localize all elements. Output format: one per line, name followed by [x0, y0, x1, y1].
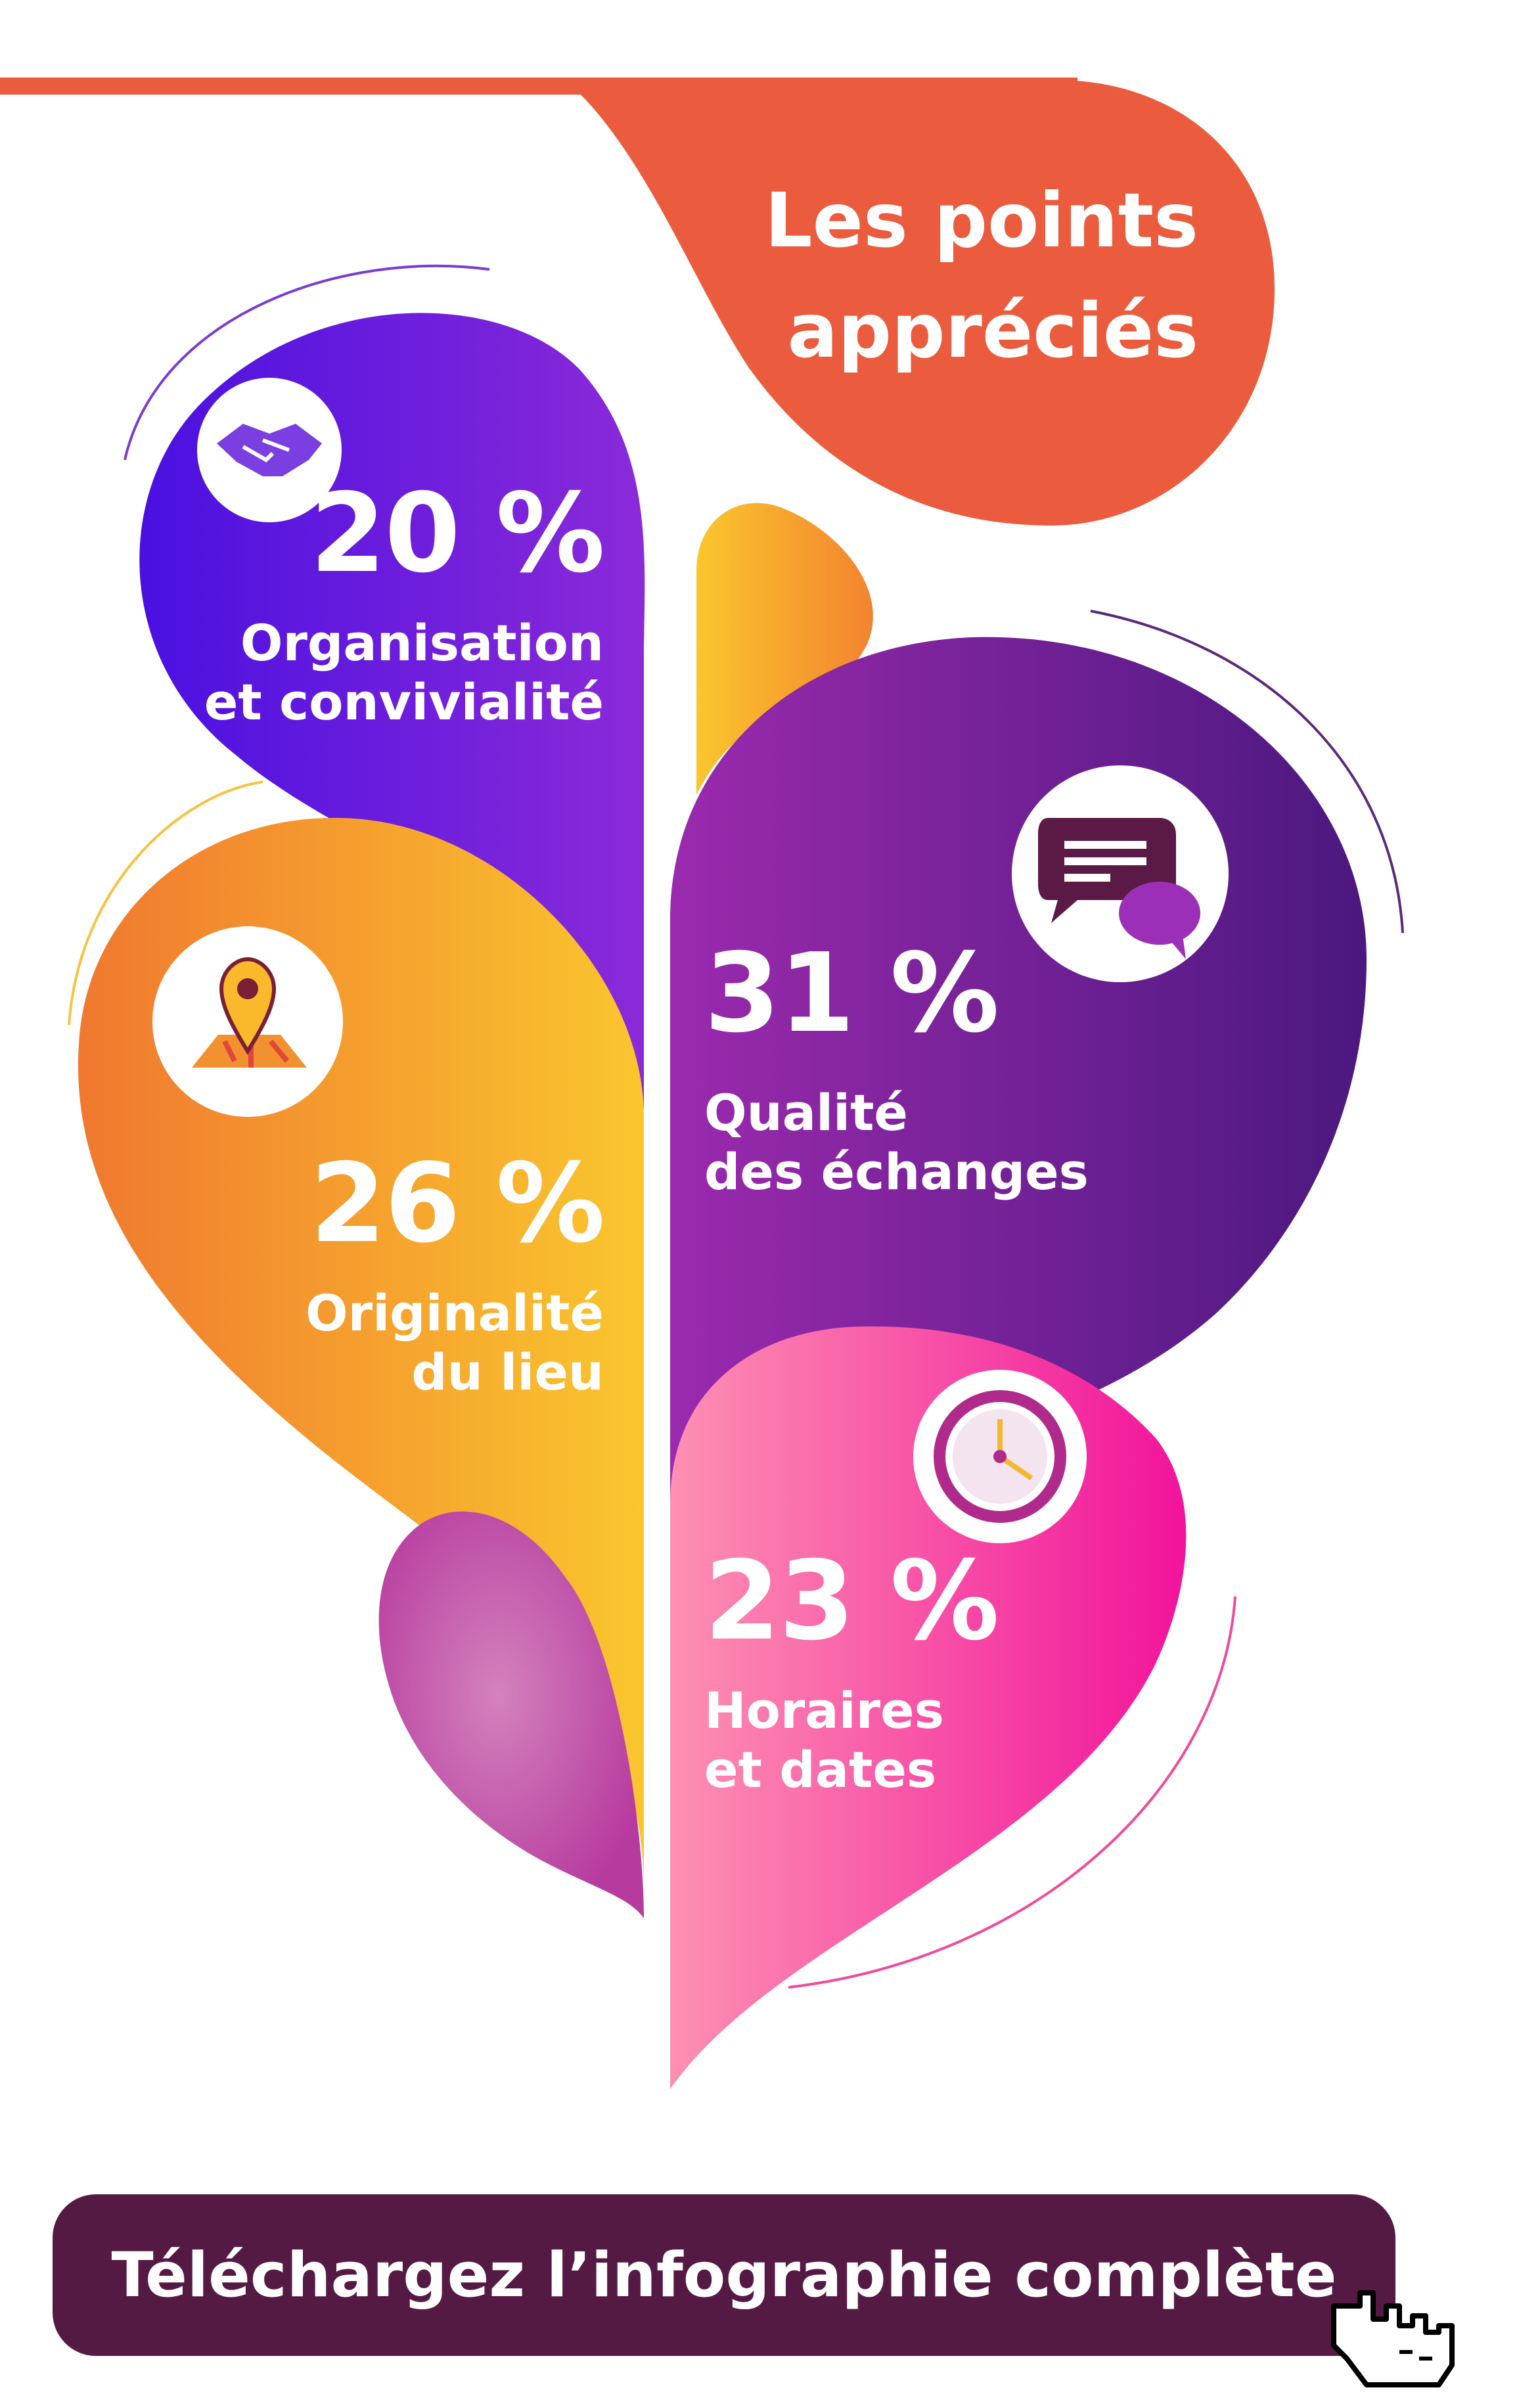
handshake-icon	[197, 378, 342, 522]
stat-label-26-line-2: du lieu	[411, 1343, 604, 1401]
chat-bubbles-icon	[1012, 765, 1229, 982]
clock-icon	[913, 1370, 1087, 1543]
pointer-hand-icon	[1331, 2290, 1455, 2387]
title-line-1: Les points	[764, 177, 1198, 264]
stat-label-23-line-1: Horaires	[704, 1681, 944, 1740]
stat-value-26: 26 %	[309, 1141, 605, 1267]
stat-value-23: 23 %	[704, 1538, 999, 1665]
download-infographic-button[interactable]: Téléchargez l’infographie complète	[53, 2194, 1395, 2356]
title-line-2: appréciés	[787, 287, 1199, 374]
stat-label-20-line-2: et convivialité	[204, 673, 604, 731]
stat-label-31-line-2: des échanges	[704, 1142, 1089, 1201]
stat-value-20: 20 %	[309, 470, 605, 597]
stat-label-20-line-1: Organisation	[240, 614, 604, 672]
stat-label-26-line-1: Originalité	[306, 1284, 604, 1342]
stat-label-31-line-1: Qualité	[704, 1083, 908, 1142]
stat-value-31: 31 %	[704, 930, 999, 1057]
stat-label-23-line-2: et dates	[704, 1740, 937, 1799]
map-pin-icon	[152, 926, 343, 1117]
download-infographic-label: Téléchargez l’infographie complète	[111, 2239, 1337, 2311]
